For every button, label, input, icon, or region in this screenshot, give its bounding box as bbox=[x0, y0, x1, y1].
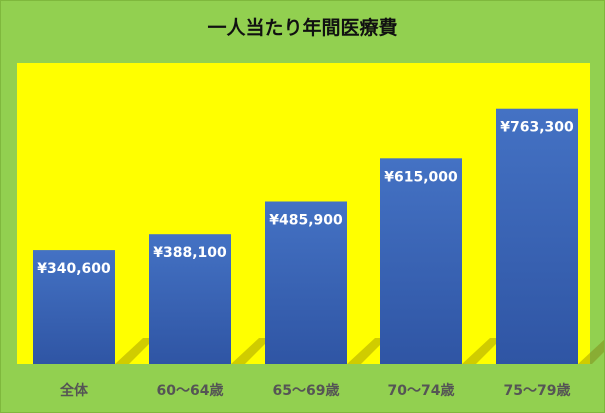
data-label-65-69: ¥485,900 bbox=[269, 212, 343, 228]
bar-shadow-65-69 bbox=[347, 338, 387, 364]
data-label-all: ¥340,600 bbox=[37, 261, 111, 277]
bar-60-64 bbox=[149, 234, 231, 364]
bar-shadow-60-64 bbox=[231, 338, 271, 364]
bar-all bbox=[33, 250, 115, 364]
x-tick-label-all: 全体 bbox=[60, 383, 88, 399]
x-tick-label-70-74: 70〜74歳 bbox=[387, 383, 455, 399]
bar-65-69 bbox=[265, 201, 347, 364]
bar-shadow-70-74 bbox=[462, 338, 502, 364]
chart-title: 一人当たり年間医療費 bbox=[207, 17, 398, 39]
x-tick-label-65-69: 65〜69歳 bbox=[272, 383, 340, 399]
bar-shadow-75-79 bbox=[578, 339, 604, 364]
data-label-70-74: ¥615,000 bbox=[384, 169, 458, 185]
data-label-75-79: ¥763,300 bbox=[500, 120, 574, 136]
bar-70-74 bbox=[380, 158, 462, 364]
bar-75-79 bbox=[496, 108, 578, 364]
bar-shadow-all bbox=[115, 338, 155, 364]
x-tick-label-75-79: 75〜79歳 bbox=[503, 383, 571, 399]
x-tick-label-60-64: 60〜64歳 bbox=[156, 383, 224, 399]
data-label-60-64: ¥388,100 bbox=[153, 245, 227, 261]
